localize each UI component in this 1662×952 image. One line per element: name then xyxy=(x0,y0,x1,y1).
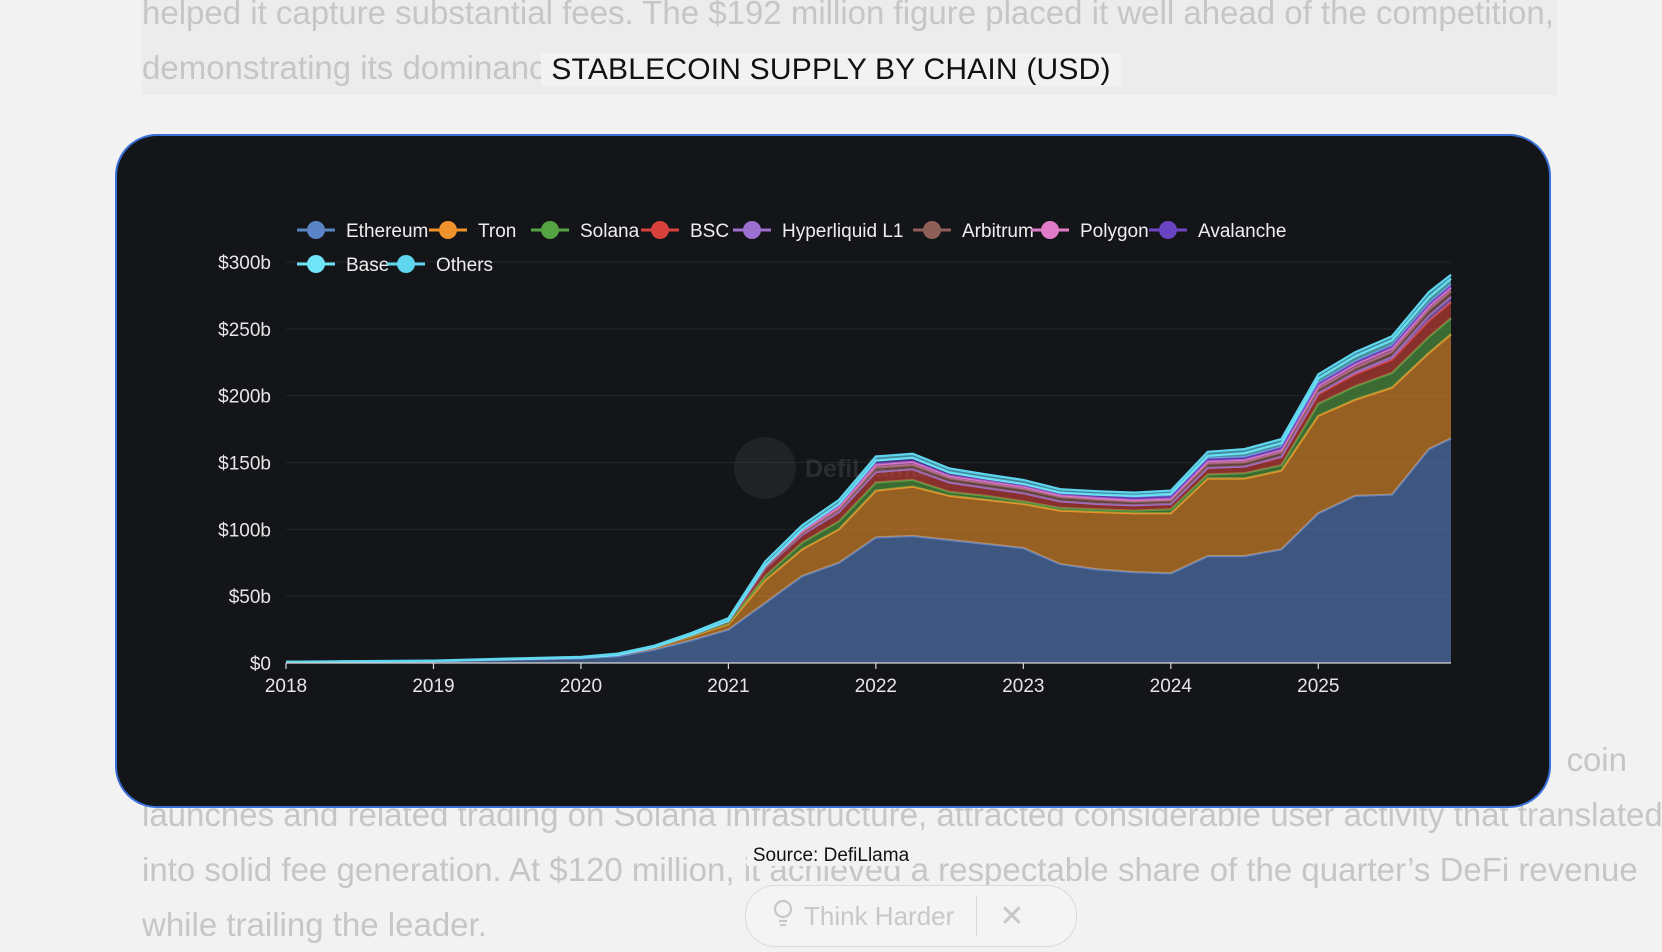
area-tron xyxy=(286,334,1451,662)
x-tick-label: 2025 xyxy=(1297,676,1339,697)
stacked-area-chart: DefiLlama $0$50b$100b$150b$200b$250b$300… xyxy=(218,221,1452,697)
y-tick-label: $150b xyxy=(218,454,271,475)
line-others xyxy=(285,273,1452,663)
background-line: helped it capture substantial fees. The … xyxy=(142,0,1554,31)
y-tick-label: $300b xyxy=(218,253,271,274)
legend-label: Solana xyxy=(580,221,640,242)
legend-item-bsc[interactable]: BSC xyxy=(641,221,729,242)
legend-label: Tron xyxy=(478,221,516,242)
legend-dot-marker xyxy=(1041,221,1059,239)
legend-label: Ethereum xyxy=(346,221,428,242)
legend-item-tron[interactable]: Tron xyxy=(429,221,516,242)
legend-item-polygon[interactable]: Polygon xyxy=(1031,221,1149,242)
legend-dot-marker xyxy=(1159,221,1177,239)
chart-title-text: STABLECOIN SUPPLY BY CHAIN (USD) xyxy=(541,53,1121,86)
area-polygon xyxy=(286,287,1451,662)
legend[interactable]: Ethereum Tron Solana BSC Hyperliquid L1 Arbit… xyxy=(297,221,1286,276)
x-tick-label: 2022 xyxy=(855,676,897,697)
legend-dot-marker xyxy=(439,221,457,239)
x-tick-label: 2023 xyxy=(1002,676,1044,697)
area-series xyxy=(285,273,1452,663)
legend-dot-marker xyxy=(397,255,415,273)
x-tick-label: 2018 xyxy=(265,676,307,697)
source-caption: Source: DefiLlama xyxy=(0,845,1662,867)
legend-label: Arbitrum xyxy=(962,221,1034,242)
watermark-logo xyxy=(734,437,796,499)
y-tick-label: $200b xyxy=(218,387,271,408)
think-harder-label[interactable]: Think Harder xyxy=(804,900,955,931)
legend-dot-marker xyxy=(541,221,559,239)
legend-label: BSC xyxy=(690,221,729,242)
legend-dot-marker xyxy=(923,221,941,239)
legend-item-others[interactable]: Others xyxy=(387,255,493,276)
y-tick-label: $0 xyxy=(250,654,271,675)
legend-item-solana[interactable]: Solana xyxy=(531,221,640,242)
legend-item-arbitrum[interactable]: Arbitrum xyxy=(913,221,1034,242)
legend-item-ethereum[interactable]: Ethereum xyxy=(297,221,428,242)
x-tick-label: 2021 xyxy=(707,676,749,697)
x-tick-label: 2020 xyxy=(560,676,602,697)
legend-item-hyperliquid-l1[interactable]: Hyperliquid L1 xyxy=(733,221,903,242)
close-icon[interactable]: ✕ xyxy=(999,899,1025,933)
background-line: coin xyxy=(1566,741,1627,778)
chart-modal-title: STABLECOIN SUPPLY BY CHAIN (USD) xyxy=(0,53,1662,87)
y-tick-label: $100b xyxy=(218,520,271,541)
area-ethereum xyxy=(286,438,1451,663)
axes: $0 $50b $100b $150b $200b $250b $300b 2018 2019 2… xyxy=(218,253,1451,697)
x-tick-label: 2024 xyxy=(1150,676,1193,697)
think-harder-pill[interactable]: Think Harder ✕ xyxy=(745,885,1077,947)
area-bsc xyxy=(286,302,1451,662)
lightbulb-icon xyxy=(770,899,796,934)
legend-label: Base xyxy=(346,255,389,276)
area-others xyxy=(286,274,1451,662)
legend-label: Others xyxy=(436,255,493,276)
chart-card: DefiLlama $0 $50b $100b $150b $200b $250b $300… xyxy=(115,134,1551,808)
legend-dot-marker xyxy=(743,221,761,239)
legend-label: Hyperliquid L1 xyxy=(782,221,903,242)
y-tick-label: $250b xyxy=(218,320,271,341)
y-tick-label: $50b xyxy=(229,587,271,608)
legend-label: Polygon xyxy=(1080,221,1149,242)
pill-divider xyxy=(976,896,978,936)
legend-dot-marker xyxy=(307,221,325,239)
x-tick-label: 2019 xyxy=(412,676,454,697)
legend-dot-marker xyxy=(651,221,669,239)
source-text: Source: DefiLlama xyxy=(746,845,916,866)
legend-item-avalanche[interactable]: Avalanche xyxy=(1149,221,1286,242)
legend-label: Avalanche xyxy=(1198,221,1286,242)
legend-item-base[interactable]: Base xyxy=(297,255,389,276)
legend-dot-marker xyxy=(307,255,325,273)
